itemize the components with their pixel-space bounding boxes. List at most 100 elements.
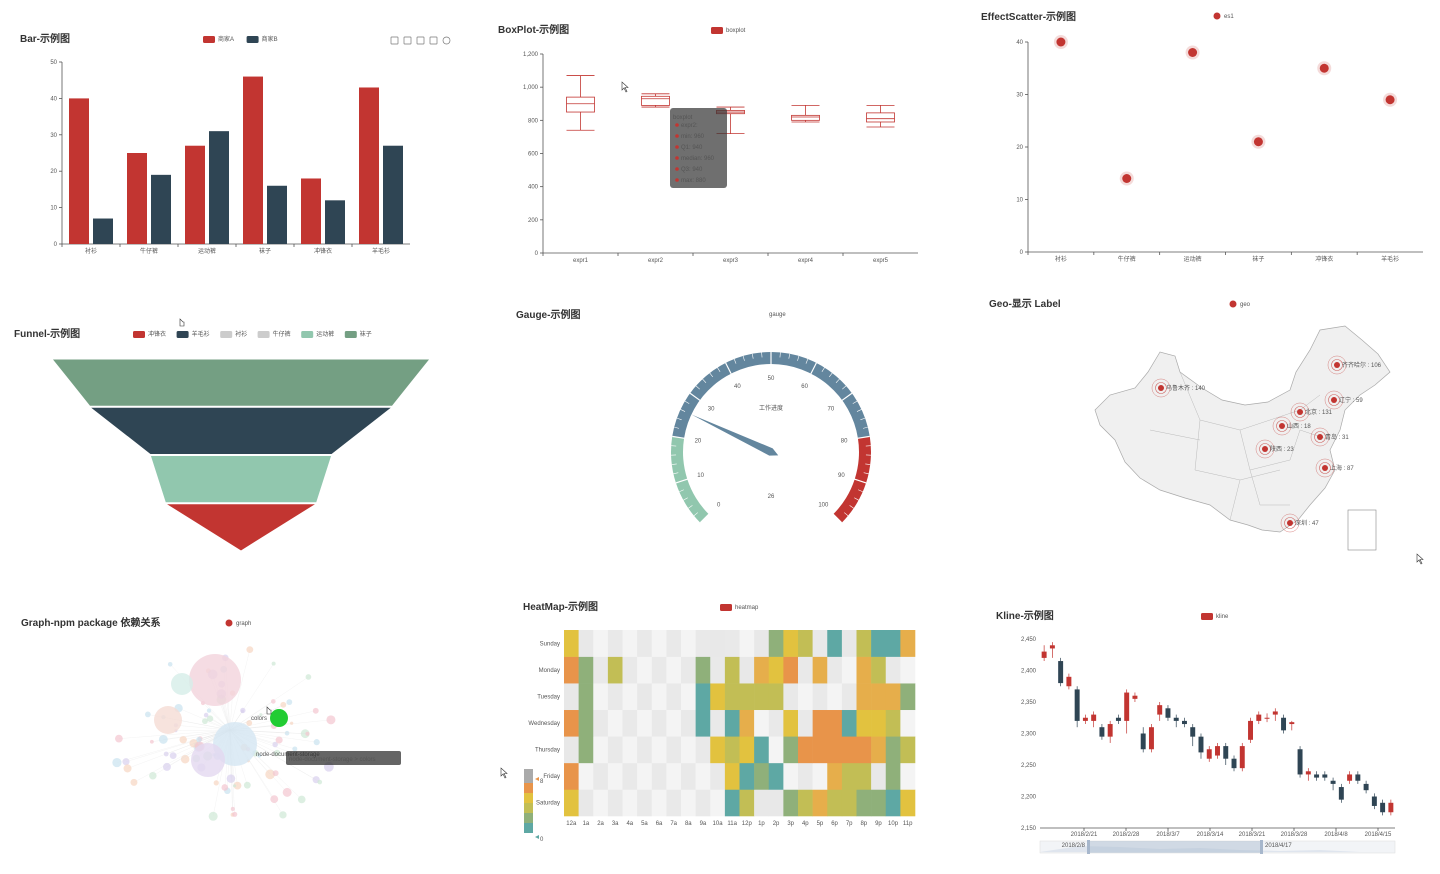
funnel-layer[interactable] — [88, 406, 394, 455]
heatmap-cell[interactable] — [578, 683, 594, 711]
refresh-icon[interactable] — [442, 36, 451, 45]
candle[interactable] — [1182, 720, 1187, 725]
heatmap-cell[interactable] — [593, 736, 609, 764]
graph-node[interactable] — [312, 707, 319, 714]
heatmap-cell[interactable] — [724, 762, 740, 790]
graph-node[interactable] — [208, 811, 218, 821]
graph-node[interactable] — [189, 654, 241, 706]
scatter-point[interactable] — [1385, 95, 1395, 105]
graph-node[interactable] — [326, 715, 336, 725]
legend-marker[interactable] — [225, 619, 233, 627]
heatmap-cell[interactable] — [754, 630, 770, 657]
graph-node[interactable] — [144, 711, 151, 718]
candle[interactable] — [1148, 727, 1154, 750]
heatmap-cell[interactable] — [754, 656, 770, 684]
geo-point[interactable] — [1334, 362, 1340, 368]
candle[interactable] — [1049, 645, 1055, 649]
box-body[interactable] — [791, 114, 820, 121]
geo-point[interactable] — [1287, 520, 1293, 526]
graph-node[interactable] — [230, 806, 235, 812]
heatmap-cell[interactable] — [768, 656, 784, 684]
box[interactable] — [716, 106, 745, 135]
candle[interactable] — [1272, 711, 1278, 715]
graph-node[interactable] — [297, 795, 306, 804]
heatmap-cell[interactable] — [666, 683, 682, 711]
heatmap-cell[interactable] — [564, 709, 579, 737]
heatmap-cell[interactable] — [593, 683, 609, 711]
candle[interactable] — [1338, 787, 1344, 800]
candle[interactable] — [1347, 774, 1353, 781]
heatmap-cell[interactable] — [578, 709, 594, 737]
heatmap-cell[interactable] — [783, 656, 799, 684]
graph-node[interactable] — [284, 730, 290, 736]
legend-marker[interactable] — [344, 331, 357, 338]
heatmap-cell[interactable] — [637, 789, 653, 817]
heatmap-cell[interactable] — [607, 683, 623, 711]
visualmap-handle[interactable] — [535, 777, 539, 781]
heatmap-cell[interactable] — [841, 762, 857, 790]
geo-point[interactable] — [1322, 465, 1328, 471]
heatmap-cell[interactable] — [783, 789, 799, 817]
heatmap-cell[interactable] — [637, 762, 653, 790]
heatmap-cell[interactable] — [856, 736, 872, 764]
heatmap-cell[interactable] — [695, 762, 711, 790]
legend-marker[interactable] — [220, 331, 233, 338]
heatmap-cell[interactable] — [768, 683, 784, 711]
heatmap-cell[interactable] — [724, 630, 740, 657]
heatmap-cell[interactable] — [651, 789, 667, 817]
candle[interactable] — [1371, 796, 1377, 806]
heatmap-cell[interactable] — [754, 789, 770, 817]
heatmap-cell[interactable] — [607, 656, 623, 684]
candle[interactable] — [1107, 724, 1113, 737]
heatmap-cell[interactable] — [798, 789, 813, 817]
heatmap-cell[interactable] — [564, 683, 579, 711]
graph-node[interactable] — [115, 734, 123, 743]
heatmap-cell[interactable] — [856, 762, 872, 790]
candle[interactable] — [1066, 676, 1072, 687]
heatmap-cell[interactable] — [681, 709, 696, 737]
graph-node[interactable] — [112, 757, 122, 768]
heatmap-cell[interactable] — [841, 630, 857, 657]
heatmap-cell[interactable] — [827, 630, 843, 657]
heatmap-cell[interactable] — [798, 683, 813, 711]
heatmap-cell[interactable] — [666, 789, 682, 817]
graph-node[interactable] — [202, 718, 208, 725]
candle[interactable] — [1314, 774, 1320, 778]
candle[interactable] — [1190, 727, 1196, 737]
heatmap-cell[interactable] — [607, 736, 623, 764]
candle[interactable] — [1082, 717, 1088, 721]
heatmap-cell[interactable] — [681, 630, 696, 657]
funnel-layer[interactable] — [149, 455, 333, 504]
heatmap-cell[interactable] — [783, 683, 799, 711]
geo-point[interactable] — [1297, 409, 1303, 415]
heatmap-cell[interactable] — [622, 736, 638, 764]
graph-node[interactable] — [265, 769, 275, 780]
heatmap-cell[interactable] — [739, 709, 755, 737]
graph-node[interactable] — [206, 708, 212, 713]
gauge-pointer[interactable] — [691, 414, 779, 456]
heatmap-cell[interactable] — [798, 709, 813, 737]
heatmap-cell[interactable] — [724, 789, 740, 817]
bar[interactable] — [151, 174, 171, 244]
graph-node[interactable] — [221, 784, 229, 791]
graph-node[interactable] — [282, 787, 292, 797]
candle[interactable] — [1157, 705, 1163, 715]
download-icon[interactable] — [390, 36, 399, 45]
graph-node[interactable] — [270, 699, 276, 704]
legend-marker[interactable] — [257, 331, 270, 338]
graph-node[interactable] — [158, 734, 168, 744]
box[interactable] — [641, 93, 670, 108]
candle[interactable] — [1058, 661, 1064, 684]
candle[interactable] — [1264, 717, 1270, 719]
bar[interactable] — [359, 87, 379, 244]
box[interactable] — [566, 75, 595, 131]
graph-node[interactable] — [305, 674, 312, 680]
heatmap-cell[interactable] — [856, 630, 872, 657]
heatmap-cell[interactable] — [768, 709, 784, 737]
heatmap-cell[interactable] — [651, 656, 667, 684]
heatmap-cell[interactable] — [637, 630, 653, 657]
heatmap-cell[interactable] — [666, 630, 682, 657]
heatmap-cell[interactable] — [724, 656, 740, 684]
graph-node[interactable] — [271, 661, 276, 666]
graph-node[interactable] — [240, 707, 246, 714]
